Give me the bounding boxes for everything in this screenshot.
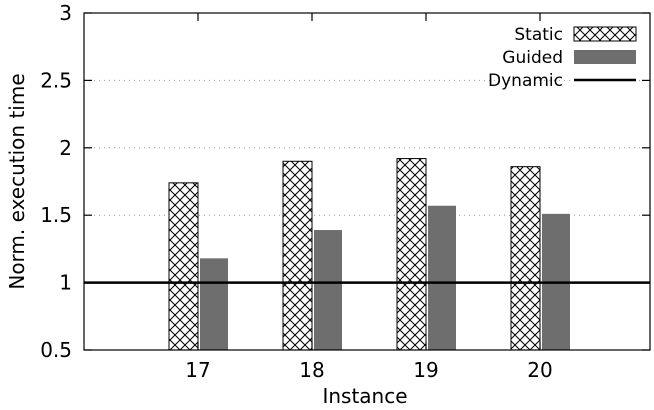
bar-guided-19 [428,205,456,350]
x-tick-label: 17 [185,358,210,382]
legend: Static Guided Dynamic [488,25,637,91]
y-axis-ticks: 0.5 1 1.5 2 2.5 3 [40,1,650,362]
bar-static-18 [282,160,313,351]
bar-guided-18 [314,230,342,350]
bar-static-20 [510,166,541,351]
y-tick-label: 2 [59,136,72,160]
legend-swatch-guided [574,50,636,64]
bar-guided-17 [200,258,228,350]
y-tick-label: 2.5 [40,68,72,92]
legend-label-guided: Guided [502,48,563,68]
bar-static-19 [396,158,427,351]
plot-frame [83,12,651,351]
x-axis-ticks: 17 18 19 20 [185,13,553,382]
y-tick-label: 0.5 [40,338,72,362]
bar-static-17 [168,182,199,351]
legend-swatch-static [573,26,637,42]
x-axis-label: Instance [322,384,407,408]
y-tick-label: 3 [59,1,72,25]
legend-label-dynamic: Dynamic [488,71,563,91]
y-axis-label: Norm. execution time [5,73,29,289]
y-tick-label: 1.5 [40,203,72,227]
bars [168,158,570,351]
x-tick-label: 18 [299,358,324,382]
x-tick-label: 20 [527,358,552,382]
legend-label-static: Static [514,25,563,45]
y-tick-label: 1 [59,271,72,295]
x-tick-label: 19 [413,358,438,382]
